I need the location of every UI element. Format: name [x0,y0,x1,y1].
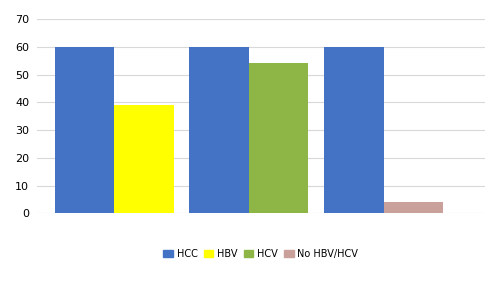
Bar [324,47,384,213]
Bar [249,64,308,213]
Legend: HCC, HBV, HCV, No HBV/HCV: HCC, HBV, HCV, No HBV/HCV [160,245,362,263]
Bar [190,47,249,213]
Bar [54,47,114,213]
Bar [114,105,174,213]
Bar [384,202,444,213]
